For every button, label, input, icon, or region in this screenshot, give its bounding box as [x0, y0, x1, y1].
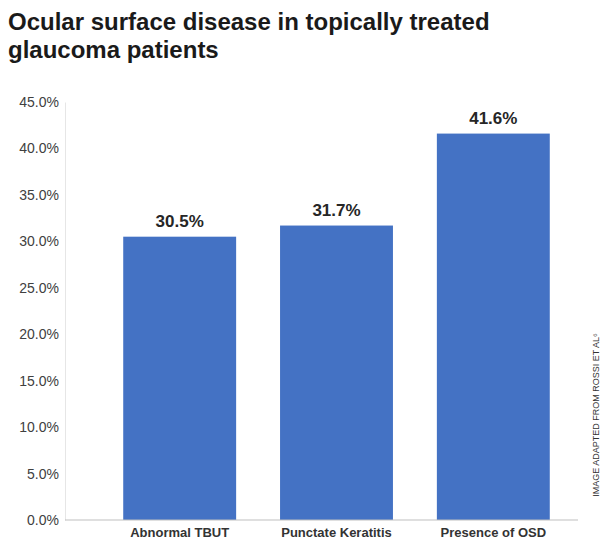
y-tick-label: 45.0%: [19, 94, 59, 110]
data-label: 30.5%: [156, 212, 204, 231]
y-tick-label: 15.0%: [19, 373, 59, 389]
y-tick-label: 20.0%: [19, 326, 59, 342]
y-tick: 15.0%: [19, 373, 65, 389]
title: Ocular surface disease in topically trea…: [8, 8, 490, 63]
y-tick: 30.0%: [19, 233, 65, 249]
x-tick-label: Abnormal TBUT: [130, 525, 229, 540]
title-line: Ocular surface disease in topically trea…: [8, 8, 490, 35]
x-tick: Presence of OSD: [441, 520, 547, 540]
y-tick: 10.0%: [19, 419, 65, 435]
data-label: 41.6%: [469, 109, 517, 128]
y-tick-label: 5.0%: [27, 466, 59, 482]
y-tick-label: 25.0%: [19, 280, 59, 296]
y-tick: 25.0%: [19, 280, 65, 296]
data-label: 31.7%: [312, 201, 360, 220]
y-tick-label: 10.0%: [19, 419, 59, 435]
bars: [123, 134, 550, 520]
bar: [123, 237, 236, 520]
y-tick-label: 40.0%: [19, 140, 59, 156]
bar: [437, 134, 550, 520]
y-tick: 20.0%: [19, 326, 65, 342]
y-tick: 40.0%: [19, 140, 65, 156]
bar: [280, 226, 393, 520]
chart: Ocular surface disease in topically trea…: [0, 0, 608, 543]
y-tick: 5.0%: [27, 466, 65, 482]
annotation: IMAGE ADAPTED FROM ROSSI ET AL⁶: [591, 333, 601, 497]
y-axis: 0.0% 5.0% 10.0% 15.0% 20.0% 25.0% 30.0% 35.0% 40…: [19, 94, 65, 528]
y-tick: 0.0%: [27, 512, 65, 528]
y-tick-label: 35.0%: [19, 187, 59, 203]
x-axis-line: [65, 520, 578, 521]
y-axis-line: [65, 103, 66, 521]
x-tick-label: Presence of OSD: [441, 525, 547, 540]
y-tick: 45.0%: [19, 94, 65, 110]
y-tick-label: 0.0%: [27, 512, 59, 528]
x-tick-label: Punctate Keratitis: [281, 525, 392, 540]
x-tick: Abnormal TBUT: [130, 520, 229, 540]
title-line: glaucoma patients: [8, 36, 219, 63]
data-labels: 30.5% 31.7% 41.6%: [156, 109, 518, 231]
y-tick: 35.0%: [19, 187, 65, 203]
x-axis: Abnormal TBUT Punctate Keratitis Presence …: [65, 520, 578, 540]
y-tick-label: 30.0%: [19, 233, 59, 249]
x-tick: Punctate Keratitis: [281, 520, 392, 540]
